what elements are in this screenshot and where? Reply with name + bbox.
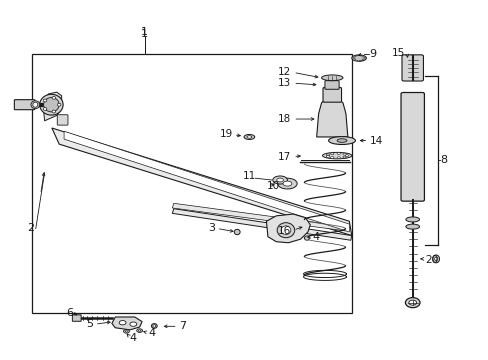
Ellipse shape <box>52 96 56 99</box>
Polygon shape <box>43 92 61 121</box>
Ellipse shape <box>345 155 348 157</box>
Text: 1: 1 <box>141 29 148 39</box>
Ellipse shape <box>43 98 59 112</box>
Ellipse shape <box>336 139 346 142</box>
Ellipse shape <box>330 157 333 158</box>
Polygon shape <box>112 317 142 330</box>
Ellipse shape <box>244 134 254 139</box>
Ellipse shape <box>43 108 47 111</box>
Polygon shape <box>266 214 310 243</box>
Ellipse shape <box>138 330 141 331</box>
Text: 3: 3 <box>208 224 215 233</box>
Text: 7: 7 <box>178 321 185 331</box>
Ellipse shape <box>321 75 342 81</box>
Text: 4: 4 <box>130 333 137 343</box>
Ellipse shape <box>328 136 355 144</box>
Ellipse shape <box>40 94 63 115</box>
Text: 10: 10 <box>266 181 279 192</box>
FancyBboxPatch shape <box>400 93 424 201</box>
Text: 6: 6 <box>66 308 73 318</box>
Text: 4: 4 <box>312 232 319 242</box>
Polygon shape <box>316 101 347 137</box>
Ellipse shape <box>408 300 416 305</box>
Ellipse shape <box>123 329 129 333</box>
Text: 11: 11 <box>243 171 256 181</box>
Ellipse shape <box>336 153 340 154</box>
Text: 15: 15 <box>391 48 405 58</box>
Ellipse shape <box>325 156 329 157</box>
Ellipse shape <box>432 255 439 263</box>
Text: 2: 2 <box>27 224 34 233</box>
FancyBboxPatch shape <box>323 87 341 102</box>
Text: 9: 9 <box>368 49 376 59</box>
Ellipse shape <box>330 153 333 155</box>
Text: 19: 19 <box>219 129 232 139</box>
Text: 8: 8 <box>440 155 447 165</box>
Ellipse shape <box>130 322 137 326</box>
Ellipse shape <box>246 136 251 138</box>
Ellipse shape <box>283 181 291 186</box>
Text: 16: 16 <box>278 226 291 236</box>
Ellipse shape <box>342 153 346 155</box>
Text: 5: 5 <box>86 319 93 329</box>
FancyBboxPatch shape <box>14 100 35 110</box>
FancyBboxPatch shape <box>325 81 338 89</box>
Ellipse shape <box>137 329 142 332</box>
Ellipse shape <box>351 55 366 61</box>
Ellipse shape <box>52 110 56 113</box>
Ellipse shape <box>405 224 419 229</box>
FancyBboxPatch shape <box>72 315 81 321</box>
Polygon shape <box>52 128 351 235</box>
FancyBboxPatch shape <box>401 55 423 81</box>
Ellipse shape <box>405 217 419 222</box>
Ellipse shape <box>277 178 297 189</box>
Ellipse shape <box>153 325 156 327</box>
Ellipse shape <box>434 257 437 261</box>
Ellipse shape <box>322 152 351 159</box>
Text: 4: 4 <box>148 328 155 338</box>
Ellipse shape <box>342 156 346 158</box>
Ellipse shape <box>277 223 294 238</box>
Ellipse shape <box>125 330 127 332</box>
Ellipse shape <box>43 99 47 102</box>
Ellipse shape <box>336 157 340 159</box>
Ellipse shape <box>58 103 61 106</box>
Ellipse shape <box>234 229 240 235</box>
Ellipse shape <box>31 101 40 109</box>
Bar <box>32 54 351 313</box>
Ellipse shape <box>276 178 283 182</box>
Text: 17: 17 <box>278 152 291 162</box>
Polygon shape <box>172 209 351 240</box>
Ellipse shape <box>272 176 287 184</box>
Ellipse shape <box>281 226 290 234</box>
Text: 20: 20 <box>424 255 437 265</box>
Ellipse shape <box>304 236 309 240</box>
Text: 18: 18 <box>278 114 291 124</box>
Ellipse shape <box>405 298 419 308</box>
Polygon shape <box>172 203 346 231</box>
Ellipse shape <box>33 102 38 107</box>
Ellipse shape <box>151 324 157 328</box>
Ellipse shape <box>325 154 329 156</box>
Text: 1: 1 <box>141 27 148 37</box>
Polygon shape <box>64 131 348 232</box>
Text: 13: 13 <box>278 78 291 88</box>
FancyBboxPatch shape <box>57 115 68 125</box>
Ellipse shape <box>119 320 126 325</box>
Text: 12: 12 <box>278 67 291 77</box>
Text: 14: 14 <box>368 136 382 145</box>
